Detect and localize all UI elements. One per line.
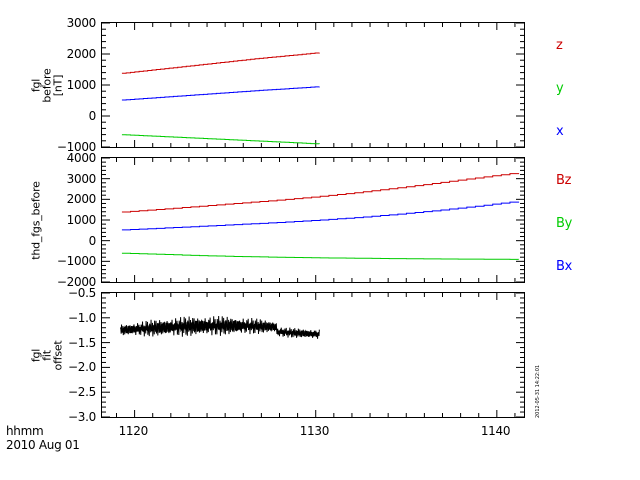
panel-1-y-tick-4: −1000 bbox=[56, 140, 96, 154]
panel-1-legend-item-y: y bbox=[556, 81, 564, 96]
plot-timestamp-stamp: 2012-05-31 14:22:01 bbox=[535, 364, 541, 418]
panel-3-y-tick-1: −1.0 bbox=[68, 310, 96, 325]
panel-2-y-tick-3: 1000 bbox=[66, 213, 97, 227]
panel-1-y-tick-3: 0 bbox=[88, 109, 97, 123]
panel-2-canvas bbox=[102, 158, 524, 282]
panel-3-y-tick-5: −3.0 bbox=[68, 410, 96, 424]
panel-1-y-tick-1: 2000 bbox=[66, 47, 97, 61]
panel-3-canvas bbox=[102, 293, 524, 417]
x-tick-1140: 1140 bbox=[480, 424, 511, 438]
panel-2-y-tick-6: −2000 bbox=[56, 275, 96, 289]
x-tick-1130: 1130 bbox=[299, 424, 330, 438]
panel-2-legend-item-Bz: Bz bbox=[556, 173, 572, 188]
panel-2-y-tick-2: 2000 bbox=[66, 192, 97, 207]
panel-1-legend-item-z: z bbox=[556, 38, 563, 53]
panel-3-y-tick-0: −0.5 bbox=[68, 286, 96, 300]
panel-1-y-axis-label: fgl before [nT] bbox=[29, 67, 64, 103]
panel-3-y-axis-label: fgl fit offset bbox=[29, 339, 64, 371]
panel-2-legend-item-Bx: Bx bbox=[556, 259, 573, 274]
panel-2-y-tick-0: 4000 bbox=[66, 151, 97, 165]
panel-3-plot-area bbox=[101, 292, 525, 418]
x-tick-1120: 1120 bbox=[118, 424, 149, 438]
panel-3-y-tick-3: −2.0 bbox=[68, 360, 96, 375]
panel-1-canvas bbox=[102, 23, 524, 147]
x-axis-corner-label-date: 2010 Aug 01 bbox=[6, 438, 80, 452]
panel-3-y-tick-2: −1.5 bbox=[68, 335, 96, 350]
panel-2-y-axis-label: thd_fgs_before bbox=[29, 180, 42, 260]
panel-2-y-tick-5: −1000 bbox=[56, 254, 96, 269]
panel-2-plot-area bbox=[101, 157, 525, 283]
x-axis-corner-label-hhmm: hhmm bbox=[6, 424, 44, 438]
panel-2-legend-item-By: By bbox=[556, 216, 573, 231]
panel-1-plot-area bbox=[101, 22, 525, 148]
panel-1-y-tick-0: 3000 bbox=[66, 16, 97, 30]
panel-2-y-tick-4: 0 bbox=[88, 233, 97, 248]
panel-3-y-tick-4: −2.5 bbox=[68, 385, 96, 400]
panel-1-legend-item-x: x bbox=[556, 124, 564, 139]
panel-1-y-tick-2: 1000 bbox=[66, 78, 97, 92]
panel-2-y-tick-1: 3000 bbox=[66, 171, 97, 186]
